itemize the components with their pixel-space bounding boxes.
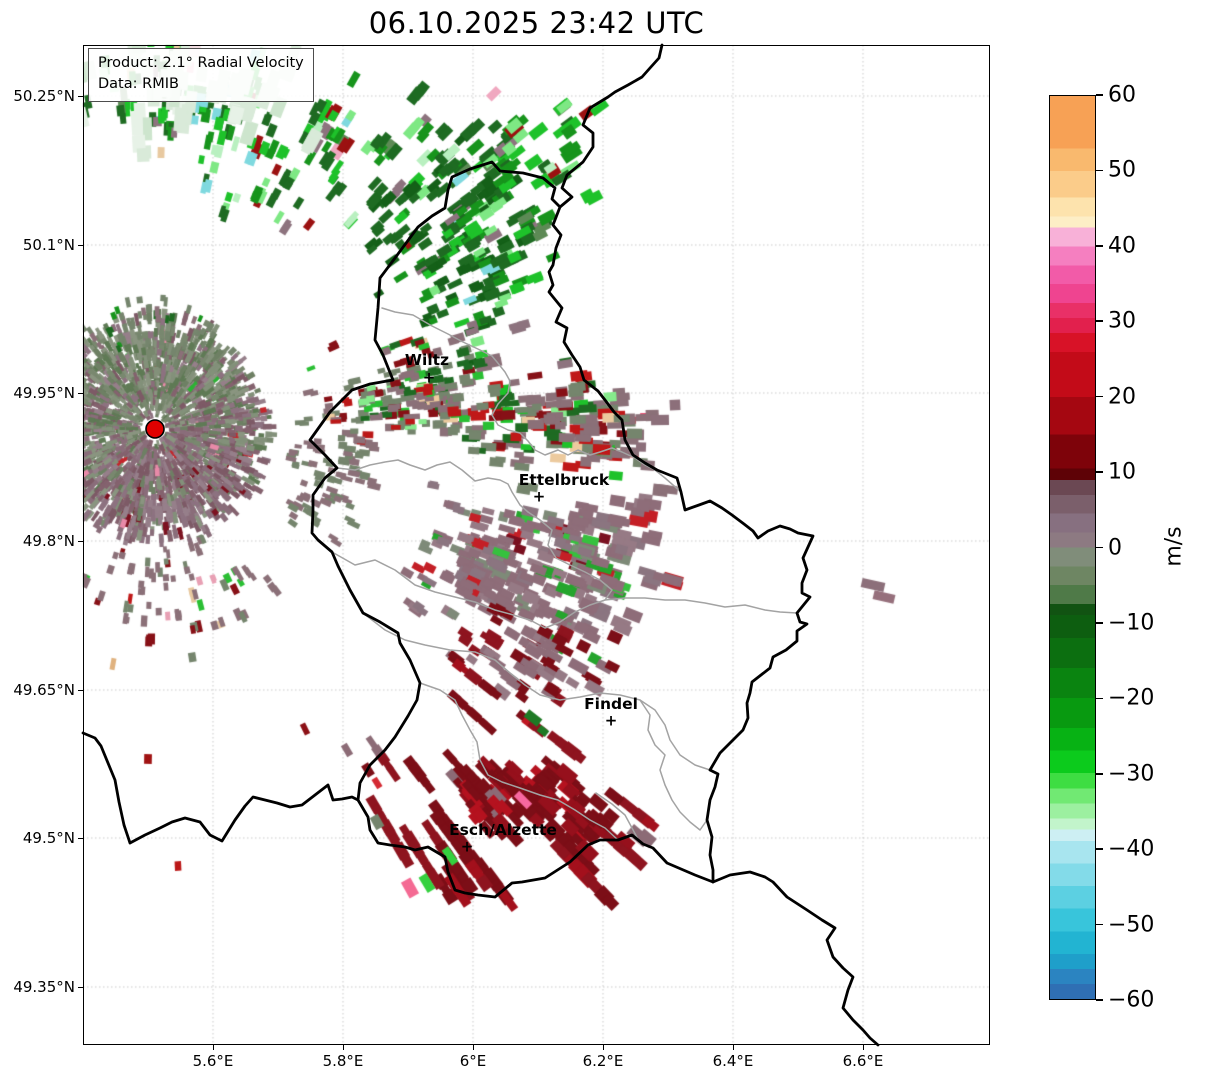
y-tick-label: 50.25°N [13,87,75,105]
y-tick-mark [78,838,83,840]
x-tick-mark [603,1045,605,1050]
colorbar-tick-label: −60 [1108,987,1155,1013]
x-tick-mark [473,1045,475,1050]
x-tick-mark [213,1045,215,1050]
colorbar-tick-mark [1096,999,1103,1001]
y-tick-label: 49.5°N [22,829,75,847]
colorbar-tick-mark [1096,169,1103,172]
city-marker-icon: + [422,368,436,387]
y-tick-label: 49.8°N [22,532,75,550]
city-label-esch-alzette: Esch/Alzette [449,821,557,839]
colorbar-tick-label: −10 [1108,610,1155,636]
city-label-findel: Findel [584,695,638,713]
colorbar-gradient [1049,95,1096,1000]
data-source-line: Data: RMIB [98,76,179,92]
colorbar-tick-mark [1096,395,1103,398]
colorbar-tick-mark [1096,320,1103,323]
product-info-line: Product: 2.1° Radial Velocity [98,55,304,71]
colorbar-tick-mark [1096,471,1103,473]
city-marker-icon: + [604,711,618,730]
colorbar-tick-mark [1096,546,1103,549]
colorbar-tick-label: −40 [1108,836,1155,862]
x-tick-label: 5.6°E [192,1052,234,1070]
axes-frame [83,45,990,1045]
x-tick-label: 5.8°E [322,1052,364,1070]
x-tick-label: 6.4°E [712,1052,754,1070]
y-tick-label: 49.95°N [13,384,75,402]
figure-title: 06.10.2025 23:42 UTC [368,6,705,40]
city-marker-icon: + [532,487,546,506]
city-marker-icon: + [460,837,474,856]
colorbar-tick-label: −30 [1108,761,1155,787]
x-tick-label: 6°E [459,1052,487,1070]
y-tick-mark [78,245,83,247]
y-tick-label: 50.1°N [22,236,75,254]
colorbar-tick-mark [1096,697,1103,700]
colorbar-tick-label: 60 [1108,82,1136,108]
colorbar-tick-mark [1096,772,1103,775]
x-tick-mark [733,1045,735,1050]
city-label-wiltz: Wiltz [404,351,450,369]
colorbar-tick-label: 50 [1108,157,1136,183]
y-tick-mark [78,96,83,98]
colorbar-tick-label: 40 [1108,233,1136,259]
colorbar-tick-mark [1096,923,1103,926]
y-tick-mark [78,541,83,543]
x-tick-mark [343,1045,345,1050]
colorbar-tick-mark [1096,848,1103,850]
colorbar-tick-mark [1096,622,1103,624]
y-tick-mark [78,690,83,692]
colorbar-tick-label: 20 [1108,384,1136,410]
y-tick-mark [78,393,83,395]
colorbar-tick-mark [1096,245,1103,247]
colorbar-tick-label: −50 [1108,912,1155,938]
product-info-box: Product: 2.1° Radial Velocity Data: RMIB [88,48,314,102]
y-tick-label: 49.65°N [13,681,75,699]
x-tick-label: 6.2°E [582,1052,624,1070]
colorbar-tick-label: 0 [1108,535,1122,560]
colorbar-tick-label: 30 [1108,308,1136,334]
y-tick-label: 49.35°N [13,978,75,996]
colorbar-tick-label: 10 [1108,459,1136,485]
colorbar-unit-label: m/s [1161,525,1187,567]
city-label-ettelbruck: Ettelbruck [518,471,610,489]
colorbar-tick-mark [1096,94,1103,96]
x-tick-mark [863,1045,865,1050]
x-tick-label: 6.6°E [842,1052,884,1070]
colorbar-tick-label: −20 [1108,685,1155,711]
y-tick-mark [78,987,83,989]
